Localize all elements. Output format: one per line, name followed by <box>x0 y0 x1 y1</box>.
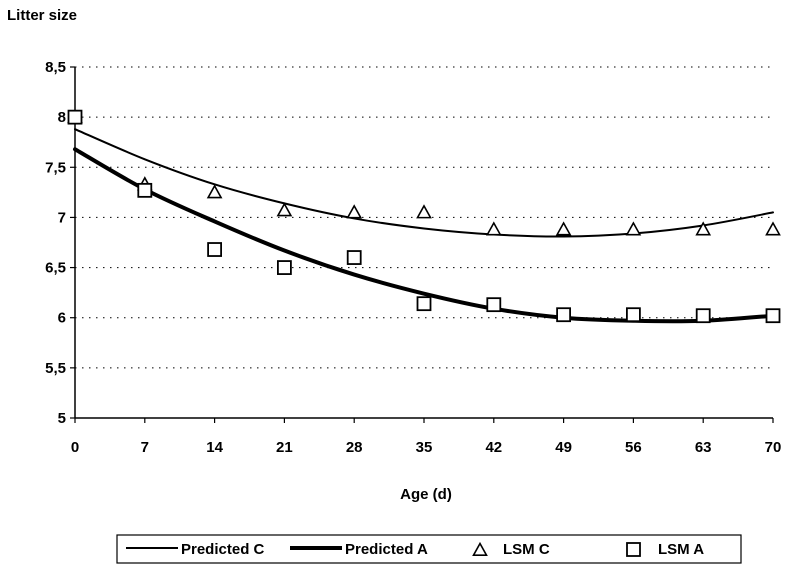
x-tick-label-0: 0 <box>71 439 79 456</box>
lsm-a-point-3 <box>276 260 292 275</box>
legend-label-1: Predicted A <box>345 541 428 558</box>
legend-box <box>116 534 742 564</box>
lsm-a-point-2 <box>207 242 223 257</box>
x-tick-label-3: 21 <box>276 439 293 456</box>
lsm-c-point-2 <box>206 184 223 199</box>
x-axis-title: Age (d) <box>400 486 452 503</box>
x-tick-label-10: 70 <box>765 439 782 456</box>
x-tick-label-6: 42 <box>485 439 502 456</box>
x-tick-label-9: 63 <box>695 439 712 456</box>
lsm-a-point-4 <box>346 250 362 265</box>
x-tick-label-8: 56 <box>625 439 642 456</box>
lsm-c-point-6 <box>485 221 502 236</box>
lsm-c-point-4 <box>346 204 363 219</box>
y-tick-label-2: 6 <box>58 310 66 327</box>
x-tick-label-4: 28 <box>346 439 363 456</box>
x-tick-label-7: 49 <box>555 439 572 456</box>
x-tick-label-5: 35 <box>416 439 433 456</box>
plot-area: 5 5,5 6 6,5 7 7,5 8 8,5 0 7 14 21 28 35 42 49 56 63 70 <box>45 59 781 456</box>
legend-label-3: LSM A <box>658 541 704 558</box>
lsm-c-point-9 <box>695 221 712 236</box>
lsm-c-point-5 <box>416 204 432 219</box>
lsm-c-point-3 <box>276 202 293 217</box>
lsm-a-point-7 <box>556 307 571 323</box>
lsm-a-point-5 <box>416 296 432 312</box>
y-tick-label-5: 7,5 <box>45 159 66 176</box>
lsm-a-point-9 <box>695 308 711 324</box>
y-tick-label-1: 5,5 <box>45 360 66 377</box>
y-axis-title: Litter size <box>7 7 77 24</box>
y-tick-label-7: 8,5 <box>45 59 66 76</box>
series-line-thick-line <box>73 147 775 324</box>
y-tick-label-3: 6,5 <box>45 260 66 277</box>
lsm-a-point-0 <box>67 109 83 125</box>
lsm-a-point-6 <box>486 297 502 313</box>
lsm-a-point-1 <box>137 182 153 198</box>
legend: Predicted C Predicted A LSM C LSM A <box>116 534 742 564</box>
lsm-c-point-7 <box>555 221 572 236</box>
legend-swatch-square <box>626 542 641 557</box>
legend-swatch-triangle <box>472 541 488 557</box>
lsm-a-point-10 <box>765 308 781 324</box>
lsm-c-point-10 <box>765 221 781 236</box>
y-tick-label-0: 5 <box>58 410 66 427</box>
y-tick-label-4: 7 <box>58 209 66 226</box>
lsm-a-point-8 <box>626 307 641 323</box>
x-tick-label-1: 7 <box>141 439 149 456</box>
y-tick-label-6: 8 <box>58 109 66 126</box>
lsm-c-point-8 <box>625 221 642 236</box>
series-line-thin-line <box>74 128 774 238</box>
x-tick-label-2: 14 <box>206 439 223 456</box>
legend-label-0: Predicted C <box>181 541 265 558</box>
legend-label-2: LSM C <box>503 541 550 558</box>
